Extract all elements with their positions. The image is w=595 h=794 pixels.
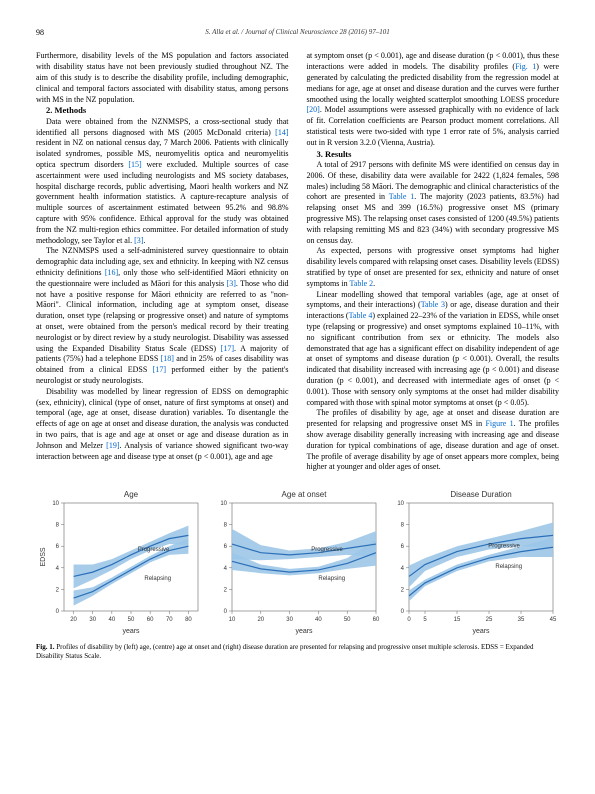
svg-text:20: 20 (257, 617, 264, 623)
svg-text:6: 6 (401, 544, 405, 550)
svg-text:0: 0 (401, 609, 405, 615)
svg-text:Relapsing: Relapsing (144, 576, 171, 582)
svg-text:40: 40 (315, 617, 322, 623)
svg-text:0: 0 (223, 609, 227, 615)
chart-age-at-onset: Age at onset 0 2 4 6 8 10 10 20 30 40 50 60 Progressi… (214, 487, 382, 637)
svg-text:Relapsing: Relapsing (495, 564, 522, 570)
svg-text:5: 5 (423, 617, 427, 623)
svg-text:60: 60 (147, 617, 154, 623)
intro-tail: Furthermore, disability levels of the MS… (36, 51, 289, 105)
svg-text:10: 10 (228, 617, 235, 623)
svg-text:Relapsing: Relapsing (318, 576, 345, 582)
svg-text:Progressive: Progressive (138, 547, 170, 553)
svg-text:6: 6 (223, 544, 227, 550)
svg-text:2: 2 (223, 588, 227, 594)
svg-text:25: 25 (486, 617, 493, 623)
svg-text:Age: Age (124, 490, 139, 499)
results-p1: A total of 2917 persons with definite MS… (307, 160, 560, 246)
svg-text:30: 30 (89, 617, 96, 623)
svg-text:years: years (472, 628, 490, 635)
svg-text:80: 80 (185, 617, 192, 623)
svg-text:6: 6 (56, 544, 60, 550)
svg-text:2: 2 (56, 588, 60, 594)
svg-text:8: 8 (223, 523, 227, 529)
svg-text:0: 0 (407, 617, 411, 623)
svg-text:8: 8 (401, 523, 405, 529)
svg-text:8: 8 (56, 523, 60, 529)
svg-text:Age at onset: Age at onset (281, 490, 327, 499)
svg-text:50: 50 (343, 617, 350, 623)
svg-text:50: 50 (128, 617, 135, 623)
svg-text:4: 4 (401, 566, 405, 572)
results-p2: As expected, persons with progressive on… (307, 246, 560, 289)
svg-text:35: 35 (518, 617, 525, 623)
svg-text:45: 45 (550, 617, 557, 623)
svg-text:10: 10 (220, 501, 227, 507)
svg-text:Disease Duration: Disease Duration (450, 490, 511, 499)
methods-p3: Disability was modelled by linear regres… (36, 387, 289, 463)
svg-text:70: 70 (166, 617, 173, 623)
svg-text:years: years (122, 628, 140, 635)
svg-text:4: 4 (223, 566, 227, 572)
body-columns: Furthermore, disability levels of the MS… (36, 51, 559, 473)
results-p3: Linear modelling showed that temporal va… (307, 290, 560, 409)
chart-disease-duration: Disease Duration 0 2 4 6 8 10 0 5 15 25 35 45 Progres… (391, 487, 559, 637)
figure-1-caption: Fig. 1. Profiles of disability by (left)… (36, 643, 559, 661)
svg-text:10: 10 (52, 501, 59, 507)
results-p4: The profiles of disability by age, age a… (307, 408, 560, 473)
svg-text:years: years (295, 628, 313, 635)
caption-text: Profiles of disability by (left) age, (c… (36, 643, 534, 660)
svg-text:40: 40 (109, 617, 116, 623)
methods-head: 2. Methods (36, 105, 289, 116)
svg-text:4: 4 (56, 566, 60, 572)
chart-age: Age 0 2 4 6 8 10 20 30 40 50 60 70 80 Progressive Relap… (36, 487, 204, 637)
running-head: S. Alla et al. / Journal of Clinical Neu… (36, 28, 559, 37)
svg-text:15: 15 (454, 617, 461, 623)
results-head: 3. Results (307, 149, 560, 160)
caption-label: Fig. 1. (36, 643, 54, 651)
svg-text:20: 20 (70, 617, 77, 623)
methods-p1: Data were obtained from the NZNMSPS, a c… (36, 117, 289, 247)
svg-text:2: 2 (401, 588, 405, 594)
svg-text:Progressive: Progressive (488, 544, 520, 550)
svg-text:Progressive: Progressive (311, 547, 343, 553)
page-number: 98 (36, 28, 44, 39)
svg-text:60: 60 (372, 617, 379, 623)
svg-text:EDSS: EDSS (40, 547, 47, 566)
svg-text:10: 10 (397, 501, 404, 507)
svg-text:30: 30 (286, 617, 293, 623)
svg-text:0: 0 (56, 609, 60, 615)
methods-p2: The NZNMSPS used a self-administered sur… (36, 246, 289, 386)
results-intro: at symptom onset (p < 0.001), age and di… (307, 51, 560, 148)
figure-1-row: Age024681020304050607080ProgressiveRelap… (36, 487, 559, 637)
